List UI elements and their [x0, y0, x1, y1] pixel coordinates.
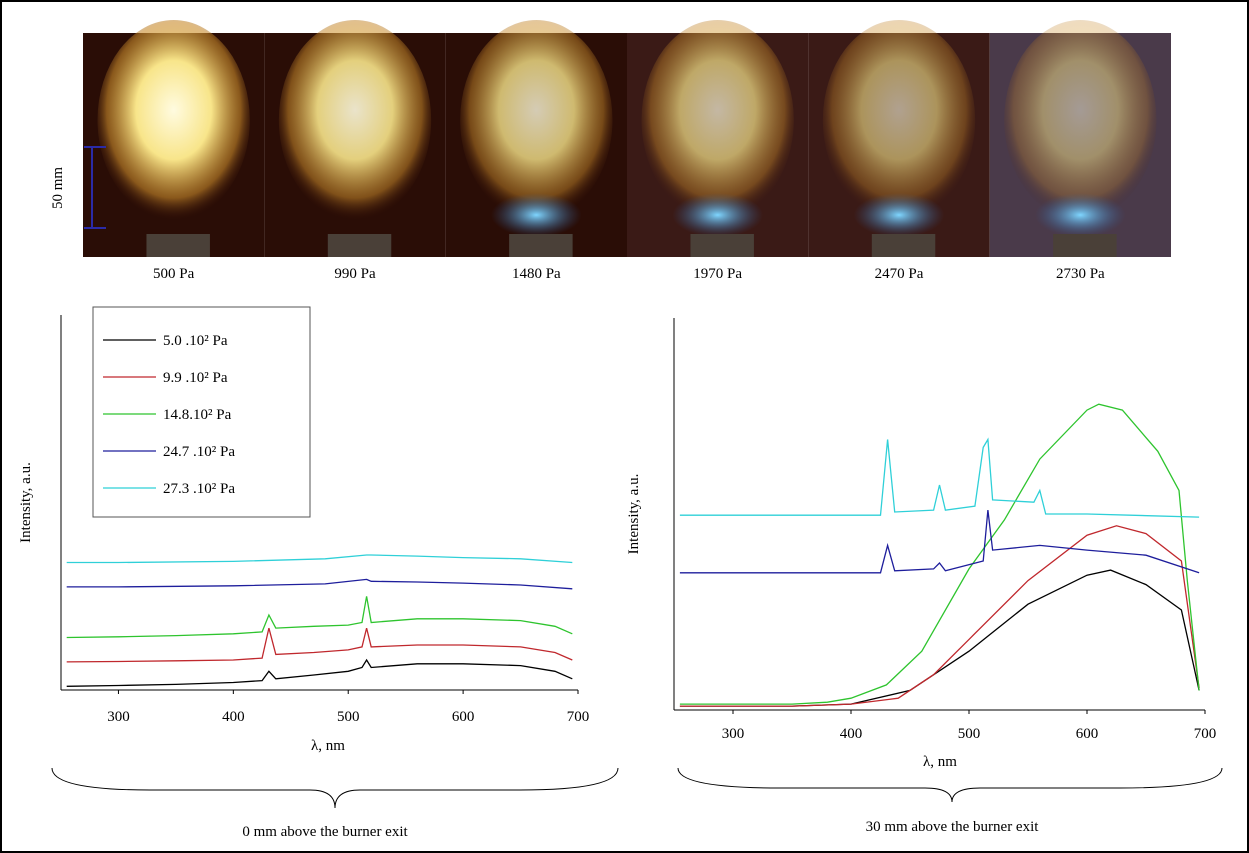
photo-label: 1970 Pa — [693, 266, 742, 282]
x-tick-label: 700 — [567, 709, 590, 725]
photo-strip — [83, 20, 1171, 257]
burner — [509, 234, 573, 257]
photo-label: 1480 Pa — [512, 266, 561, 282]
legend-label: 9.9 .10² Pa — [163, 370, 228, 386]
legend-box — [92, 306, 311, 518]
burner — [327, 234, 392, 257]
flame — [97, 20, 250, 220]
burner — [690, 234, 754, 257]
x-tick-label: 400 — [222, 709, 245, 725]
series-line — [679, 403, 1200, 705]
legend-label: 27.3 .10² Pa — [163, 481, 235, 497]
flame — [278, 20, 432, 220]
flame — [1004, 20, 1157, 220]
flame — [822, 20, 976, 220]
x-axis-label: λ, nm — [923, 754, 957, 770]
legend-label: 24.7 .10² Pa — [163, 444, 235, 460]
y-axis-label: Intensity, a.u. — [626, 474, 642, 555]
legend-label: 5.0 .10² Pa — [163, 333, 228, 349]
x-tick-label: 300 — [722, 726, 745, 742]
scale-bar-label: 50 mm — [50, 167, 66, 209]
photo-label: 2470 Pa — [875, 266, 924, 282]
y-axis-label: Intensity, a.u. — [18, 462, 34, 543]
series-line — [679, 525, 1200, 707]
flame — [460, 20, 613, 220]
blue-flame — [672, 193, 764, 237]
x-tick-label: 300 — [107, 709, 130, 725]
series-line — [679, 510, 1200, 574]
blue-flame — [490, 193, 582, 237]
x-tick-label: 400 — [840, 726, 863, 742]
caption: 0 mm above the burner exit — [242, 824, 408, 840]
brace — [677, 767, 1223, 803]
series-line — [66, 627, 573, 663]
brace — [51, 767, 619, 809]
photo-label: 500 Pa — [153, 266, 195, 282]
blue-flame — [853, 193, 945, 237]
x-tick-label: 500 — [337, 709, 360, 725]
burner — [1053, 234, 1117, 257]
series-line — [679, 569, 1200, 707]
x-tick-label: 500 — [958, 726, 981, 742]
series-line — [66, 658, 573, 687]
x-tick-label: 600 — [452, 709, 475, 725]
blue-flame — [1035, 193, 1126, 237]
photo-label: 990 Pa — [334, 266, 376, 282]
series-line — [66, 554, 573, 564]
photo-label: 2730 Pa — [1056, 266, 1105, 282]
x-tick-label: 600 — [1076, 726, 1099, 742]
series-line — [679, 437, 1200, 518]
caption: 30 mm above the burner exit — [866, 819, 1040, 835]
burner — [146, 234, 210, 257]
flame — [641, 20, 794, 220]
series-line — [66, 578, 573, 590]
burner — [871, 234, 936, 257]
series-line — [66, 596, 573, 639]
legend-label: 14.8.10² Pa — [163, 407, 232, 423]
scale-bar: 50 mm — [50, 146, 106, 229]
x-axis-label: λ, nm — [311, 738, 345, 754]
x-tick-label: 700 — [1194, 726, 1217, 742]
